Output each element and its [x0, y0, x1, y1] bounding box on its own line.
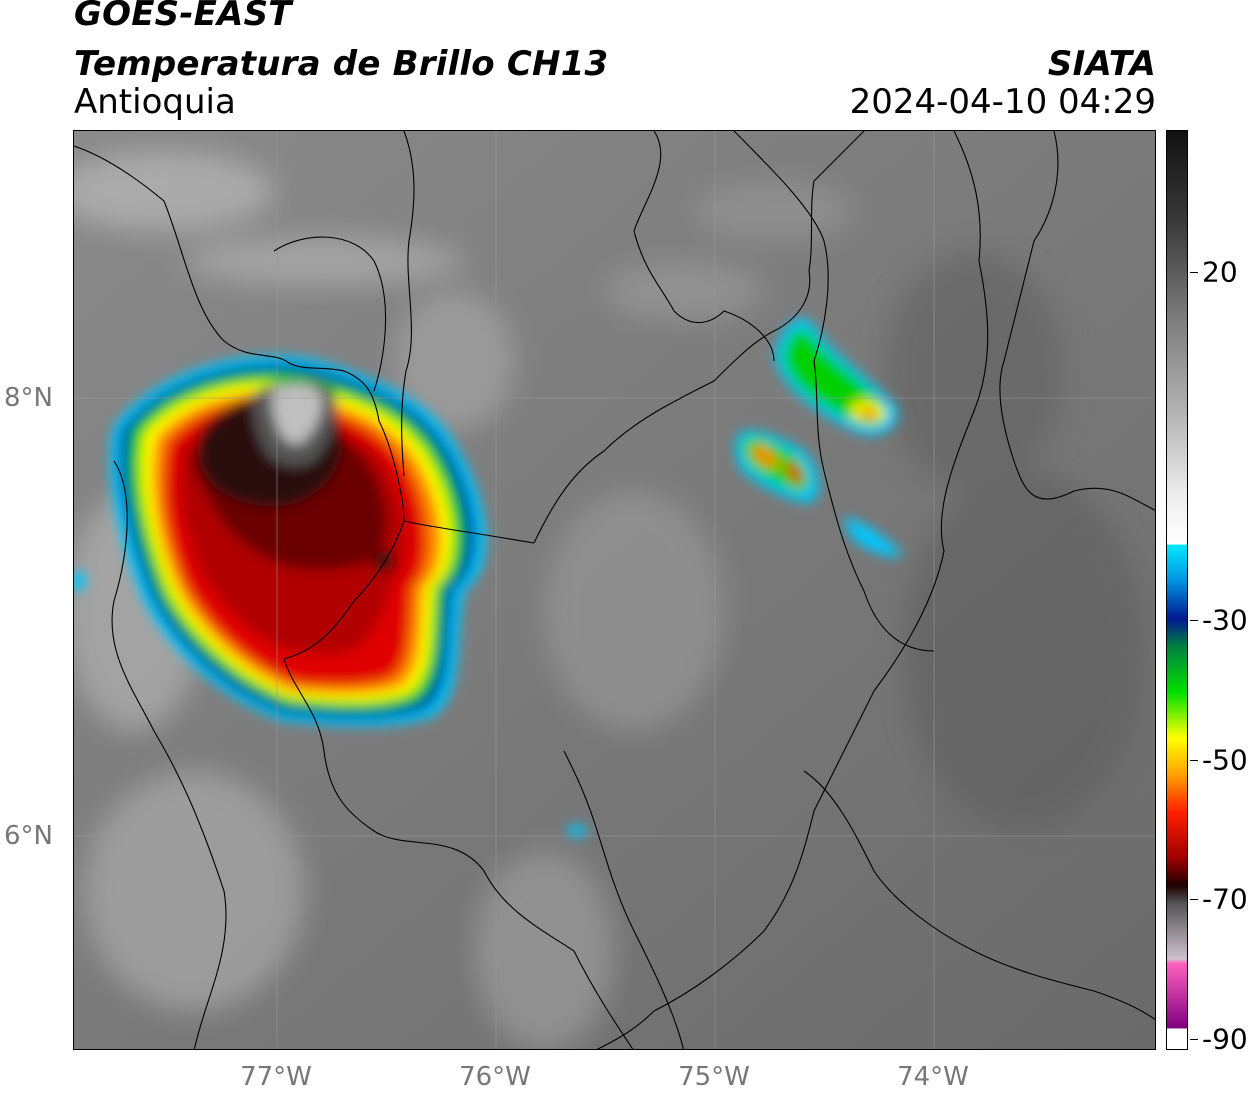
satellite-map[interactable]	[73, 130, 1156, 1050]
colorbar-label-minus30: -30	[1202, 603, 1248, 637]
agency-label: SIATA	[1047, 44, 1156, 84]
colorbar-label-minus90: -90	[1202, 1022, 1248, 1056]
lon-tick-75w: 75°W	[678, 1062, 750, 1092]
storm-main	[110, 355, 486, 726]
boundaries	[74, 131, 1155, 1049]
temperature-colorbar	[1166, 130, 1188, 1050]
colorbar-label-minus70: -70	[1202, 882, 1248, 916]
lat-tick-6n: 6°N	[4, 821, 53, 851]
timestamp-label: 2024-04-10 04:29	[849, 82, 1156, 122]
storm-east	[735, 431, 904, 557]
product-title: Temperatura de Brillo CH13	[74, 44, 609, 84]
lon-tick-74w: 74°W	[897, 1062, 969, 1092]
storm-northeast	[774, 318, 898, 435]
colorbar-tick-minus30	[1190, 620, 1198, 621]
storm-fragments	[74, 571, 587, 837]
graticule	[74, 131, 1155, 1049]
cloud-texture	[74, 151, 1144, 1049]
colorbar-label-20: 20	[1202, 255, 1238, 289]
colorbar-tick-20	[1190, 272, 1198, 273]
lat-tick-8n: 8°N	[4, 383, 53, 413]
colorbar-tick-minus50	[1190, 760, 1198, 761]
satellite-title: GOES-EAST	[74, 0, 292, 34]
colorbar-label-minus50: -50	[1202, 743, 1248, 777]
colorbar-tick-minus70	[1190, 899, 1198, 900]
lon-tick-77w: 77°W	[240, 1062, 312, 1092]
lon-tick-76w: 76°W	[459, 1062, 531, 1092]
colorbar-tick-minus90	[1190, 1039, 1198, 1040]
region-label: Antioquia	[74, 82, 236, 122]
